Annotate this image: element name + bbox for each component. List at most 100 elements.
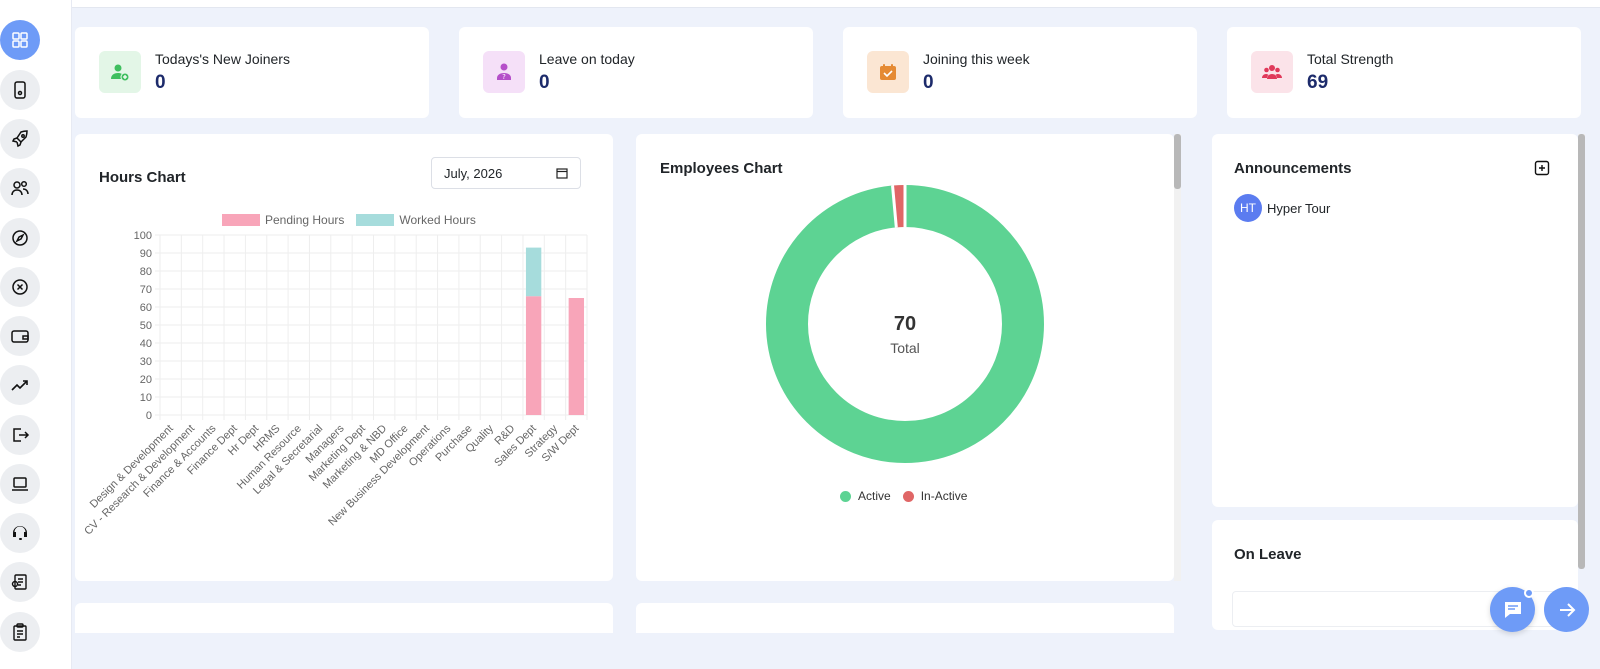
stat-icon-box (99, 51, 141, 93)
donut-separator (891, 185, 898, 228)
sidebar-assets[interactable] (0, 464, 40, 504)
sidebar-support[interactable] (0, 513, 40, 553)
y-tick-label: 20 (140, 374, 152, 386)
hours-legend: Pending Hours Worked Hours (222, 213, 476, 227)
x-tick-label: Design & Development (88, 423, 176, 511)
wallet-icon (11, 330, 29, 343)
gear-document-icon (11, 574, 27, 590)
legend-dot-active (840, 490, 851, 502)
stat-icon-box: ? (483, 51, 525, 93)
calendar-check-icon (880, 64, 896, 80)
y-tick-label: 30 (140, 356, 152, 368)
dashboard-icon (12, 32, 28, 48)
employees-chart-card: Employees Chart 70 Total Active In-Activ… (636, 134, 1181, 581)
bottom-card-left (75, 603, 613, 633)
users-icon (1262, 65, 1282, 79)
stat-label: Todays's New Joiners (155, 51, 290, 67)
arrow-right-icon (1559, 602, 1575, 617)
x-tick-label: CV - Research & Development (82, 423, 197, 538)
y-tick-label: 90 (140, 248, 152, 260)
month-picker-input[interactable]: July, 2026 (431, 157, 581, 189)
legend-swatch-worked (356, 214, 395, 226)
legend-label-active: Active (858, 489, 891, 503)
svg-text:?: ? (502, 73, 506, 81)
stat-card-leave-today: ? Leave on today 0 (459, 27, 813, 118)
close-circle-icon (12, 279, 28, 295)
next-button[interactable] (1544, 587, 1589, 632)
legend-swatch-pending (222, 214, 260, 226)
employees-donut-chart (766, 185, 1044, 463)
hours-chart-card: Hours Chart July, 2026 Pending Hours Wor… (75, 134, 613, 581)
sidebar-settings[interactable] (0, 562, 40, 602)
y-tick-label: 80 (140, 266, 152, 278)
avatar: HT (1234, 194, 1262, 222)
donut-legend: Active In-Active (840, 489, 967, 503)
chat-notification-dot (1524, 588, 1534, 598)
donut-total-label: Total (890, 340, 920, 356)
sidebar-tasks[interactable] (0, 612, 40, 652)
legend-label-pending: Pending Hours (265, 213, 345, 227)
sidebar-projects[interactable] (0, 119, 40, 159)
y-tick-label: 50 (140, 320, 152, 332)
stat-label: Joining this week (923, 51, 1030, 67)
top-bar (72, 0, 1600, 8)
stat-label: Total Strength (1307, 51, 1394, 67)
chart-scrollbar-thumb[interactable] (1174, 134, 1181, 189)
bar-pending-hours[interactable] (568, 298, 585, 415)
stat-value: 69 (1307, 72, 1329, 93)
bottom-card-middle (636, 603, 1174, 633)
trending-icon (11, 380, 28, 391)
laptop-icon (12, 477, 28, 491)
chat-icon (1504, 601, 1521, 618)
clipboard-icon (13, 623, 27, 641)
right-scrollbar-thumb[interactable] (1578, 134, 1585, 569)
bar-pending-hours[interactable] (525, 296, 542, 415)
user-question-icon: ? (497, 63, 511, 81)
sidebar-rejected[interactable] (0, 267, 40, 307)
legend-label-inactive: In-Active (920, 489, 968, 503)
on-leave-title: On Leave (1234, 546, 1302, 563)
month-picker-value: July, 2026 (444, 166, 503, 181)
sidebar-devices[interactable] (0, 70, 40, 110)
employees-chart-title: Employees Chart (660, 160, 783, 177)
hours-bar-chart: 0 10 20 30 40 50 60 70 80 90 100 Design & Developme… (82, 230, 588, 538)
y-tick-label: 100 (134, 230, 152, 242)
rocket-icon (11, 130, 28, 148)
announcements-card: Announcements HT Hyper Tour (1212, 134, 1578, 507)
stat-icon-box (1251, 51, 1293, 93)
announcement-item-name[interactable]: Hyper Tour (1267, 201, 1331, 216)
bar-worked-hours[interactable] (525, 247, 542, 297)
announcements-title: Announcements (1234, 160, 1352, 177)
chart-scrollbar-track[interactable] (1174, 134, 1181, 581)
stat-value: 0 (155, 72, 166, 93)
sidebar (0, 0, 72, 669)
legend-label-worked: Worked Hours (399, 213, 476, 227)
y-tick-label: 60 (140, 302, 152, 314)
users-icon (11, 180, 29, 196)
stat-value: 0 (923, 72, 934, 93)
sidebar-employees[interactable] (0, 168, 40, 208)
stat-card-total-strength: Total Strength 69 (1227, 27, 1581, 118)
y-tick-label: 10 (140, 392, 152, 404)
y-tick-label: 40 (140, 338, 152, 350)
sidebar-payroll[interactable] (0, 316, 40, 356)
sidebar-explore[interactable] (0, 218, 40, 258)
user-plus-icon (111, 64, 129, 81)
hours-chart-title: Hours Chart (99, 169, 186, 186)
compass-icon (12, 230, 28, 246)
sidebar-dashboard[interactable] (0, 20, 40, 60)
sidebar-reports[interactable] (0, 365, 40, 405)
logout-icon (13, 428, 30, 442)
y-tick-label: 0 (146, 410, 152, 422)
donut-total-value: 70 (893, 313, 917, 335)
stat-value: 0 (539, 72, 550, 93)
add-announcement-icon[interactable] (1534, 160, 1550, 176)
sidebar-exit[interactable] (0, 415, 40, 455)
headset-icon (13, 526, 27, 540)
on-leave-card: On Leave (1212, 520, 1578, 630)
stat-card-new-joiners: Todays's New Joiners 0 (75, 27, 429, 118)
tablet-icon (14, 81, 26, 99)
chat-button[interactable] (1490, 587, 1535, 632)
legend-dot-inactive (902, 490, 914, 502)
stat-label: Leave on today (539, 51, 635, 67)
